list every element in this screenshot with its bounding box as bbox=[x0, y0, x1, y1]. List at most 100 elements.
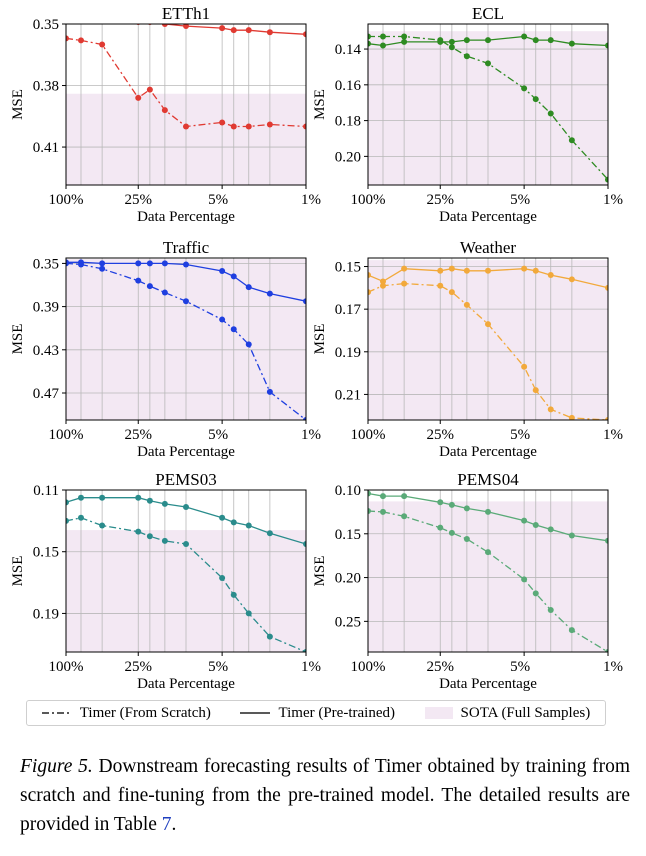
data-point-scratch bbox=[568, 137, 575, 144]
y-axis-label: MSE bbox=[312, 89, 328, 120]
data-point-scratch bbox=[448, 44, 455, 51]
data-point-scratch bbox=[368, 289, 371, 296]
data-point-pretrained bbox=[605, 42, 608, 49]
y-tick-label: 0.21 bbox=[335, 387, 361, 403]
data-point-scratch bbox=[99, 522, 106, 529]
data-point-pretrained bbox=[63, 17, 69, 23]
data-point-scratch bbox=[368, 508, 371, 515]
x-tick-label: 1% bbox=[301, 192, 321, 208]
data-point-pretrained bbox=[368, 40, 371, 47]
data-point-pretrained bbox=[437, 499, 444, 506]
legend-label-scratch: Timer (From Scratch) bbox=[79, 704, 211, 721]
data-point-scratch bbox=[230, 591, 237, 598]
y-tick-label: 0.35 bbox=[33, 17, 59, 33]
data-point-scratch bbox=[266, 388, 273, 395]
y-tick-label: 0.15 bbox=[335, 527, 361, 543]
data-point-scratch bbox=[219, 119, 226, 126]
data-point-pretrained bbox=[245, 522, 252, 529]
data-point-scratch bbox=[99, 41, 106, 48]
x-tick-label: 25% bbox=[426, 659, 454, 675]
data-point-pretrained bbox=[448, 265, 455, 272]
data-point-pretrained bbox=[448, 501, 455, 508]
data-point-scratch bbox=[183, 123, 189, 130]
x-axis-label: Data Percentage bbox=[137, 676, 235, 692]
chart-panel-pems04: 0.10 0.15 0.20 0.25 100% 25% 5% 1% PEMS04 Data Pe… bbox=[312, 470, 623, 692]
y-tick-label: 0.17 bbox=[335, 302, 362, 318]
data-point-pretrained bbox=[99, 15, 105, 21]
plot-frame bbox=[65, 23, 307, 186]
data-point-scratch bbox=[245, 341, 252, 348]
data-point-scratch bbox=[146, 86, 153, 93]
chart-panel-etth1: 0.35 0.38 0.41 100% 25% 5% 1% ETTh1 Data Percent… bbox=[10, 4, 321, 225]
data-point-scratch bbox=[183, 298, 189, 305]
data-point-scratch bbox=[266, 121, 273, 128]
data-point-scratch bbox=[532, 387, 539, 394]
data-point-pretrained bbox=[161, 500, 168, 507]
data-point-pretrained bbox=[266, 290, 273, 297]
data-point-scratch bbox=[521, 576, 528, 583]
series-line-pretrained bbox=[66, 497, 306, 545]
plot-frame bbox=[65, 489, 307, 653]
data-point-scratch bbox=[266, 633, 273, 640]
data-point-scratch bbox=[135, 277, 142, 284]
data-point-scratch bbox=[547, 406, 554, 413]
data-point-scratch bbox=[401, 280, 408, 287]
data-point-pretrained bbox=[99, 494, 106, 501]
y-tick-label: 0.43 bbox=[33, 343, 59, 359]
series-line-scratch bbox=[368, 282, 608, 420]
series-line-pretrained bbox=[368, 492, 608, 542]
data-point-scratch bbox=[66, 35, 69, 42]
data-point-pretrained bbox=[183, 261, 189, 268]
data-point-scratch bbox=[230, 326, 237, 333]
data-point-scratch bbox=[463, 53, 470, 60]
y-tick-label: 0.14 bbox=[335, 42, 362, 58]
data-point-scratch bbox=[547, 606, 554, 613]
x-tick-label: 25% bbox=[426, 427, 454, 443]
data-point-pretrained bbox=[230, 27, 237, 34]
series-line-scratch bbox=[66, 517, 306, 652]
data-point-pretrained bbox=[161, 260, 168, 267]
y-axis-label: MSE bbox=[10, 556, 26, 587]
data-point-scratch bbox=[547, 110, 554, 117]
chart-title: PEMS04 bbox=[457, 470, 519, 489]
data-point-pretrained bbox=[379, 278, 386, 285]
data-point-pretrained bbox=[532, 37, 539, 44]
data-point-pretrained bbox=[547, 37, 554, 44]
legend-item-sota: SOTA (Full Samples) bbox=[424, 705, 590, 722]
data-point-scratch bbox=[219, 316, 226, 323]
x-tick-label: 5% bbox=[208, 192, 228, 208]
data-point-pretrained bbox=[161, 24, 168, 27]
caption-table-ref[interactable]: 7 bbox=[161, 814, 172, 835]
x-tick-label: 1% bbox=[603, 659, 623, 675]
data-point-pretrained bbox=[485, 508, 491, 515]
x-tick-label: 5% bbox=[208, 659, 228, 675]
series-line-pretrained bbox=[368, 268, 608, 289]
data-point-scratch bbox=[219, 574, 226, 581]
x-axis-label: Data Percentage bbox=[439, 676, 537, 692]
data-point-scratch bbox=[303, 649, 306, 652]
chart-title: PEMS03 bbox=[155, 470, 216, 489]
data-point-pretrained bbox=[437, 38, 444, 45]
legend: Timer (From Scratch) Timer (Pre-trained)… bbox=[26, 700, 606, 726]
y-tick-label: 0.41 bbox=[33, 140, 59, 156]
data-point-pretrained bbox=[532, 267, 539, 274]
data-point-scratch bbox=[379, 33, 386, 40]
data-point-pretrained bbox=[77, 494, 84, 501]
data-point-pretrained bbox=[485, 37, 491, 44]
data-point-scratch bbox=[245, 123, 252, 130]
data-point-scratch bbox=[448, 289, 455, 296]
data-point-pretrained bbox=[135, 494, 142, 501]
data-point-pretrained bbox=[66, 259, 69, 266]
data-point-scratch bbox=[532, 96, 539, 103]
data-point-pretrained bbox=[146, 497, 153, 504]
y-axis-label: MSE bbox=[312, 324, 328, 355]
data-point-scratch bbox=[568, 414, 575, 420]
x-axis-label: Data Percentage bbox=[137, 209, 235, 225]
data-point-scratch bbox=[368, 33, 371, 40]
caption-text: Downstream forecasting results of Timer … bbox=[20, 756, 631, 835]
data-point-scratch bbox=[183, 541, 189, 547]
data-point-scratch bbox=[485, 321, 491, 328]
x-axis-label: Data Percentage bbox=[137, 444, 235, 460]
series-line-scratch bbox=[66, 262, 306, 420]
y-axis-label: MSE bbox=[10, 89, 26, 120]
